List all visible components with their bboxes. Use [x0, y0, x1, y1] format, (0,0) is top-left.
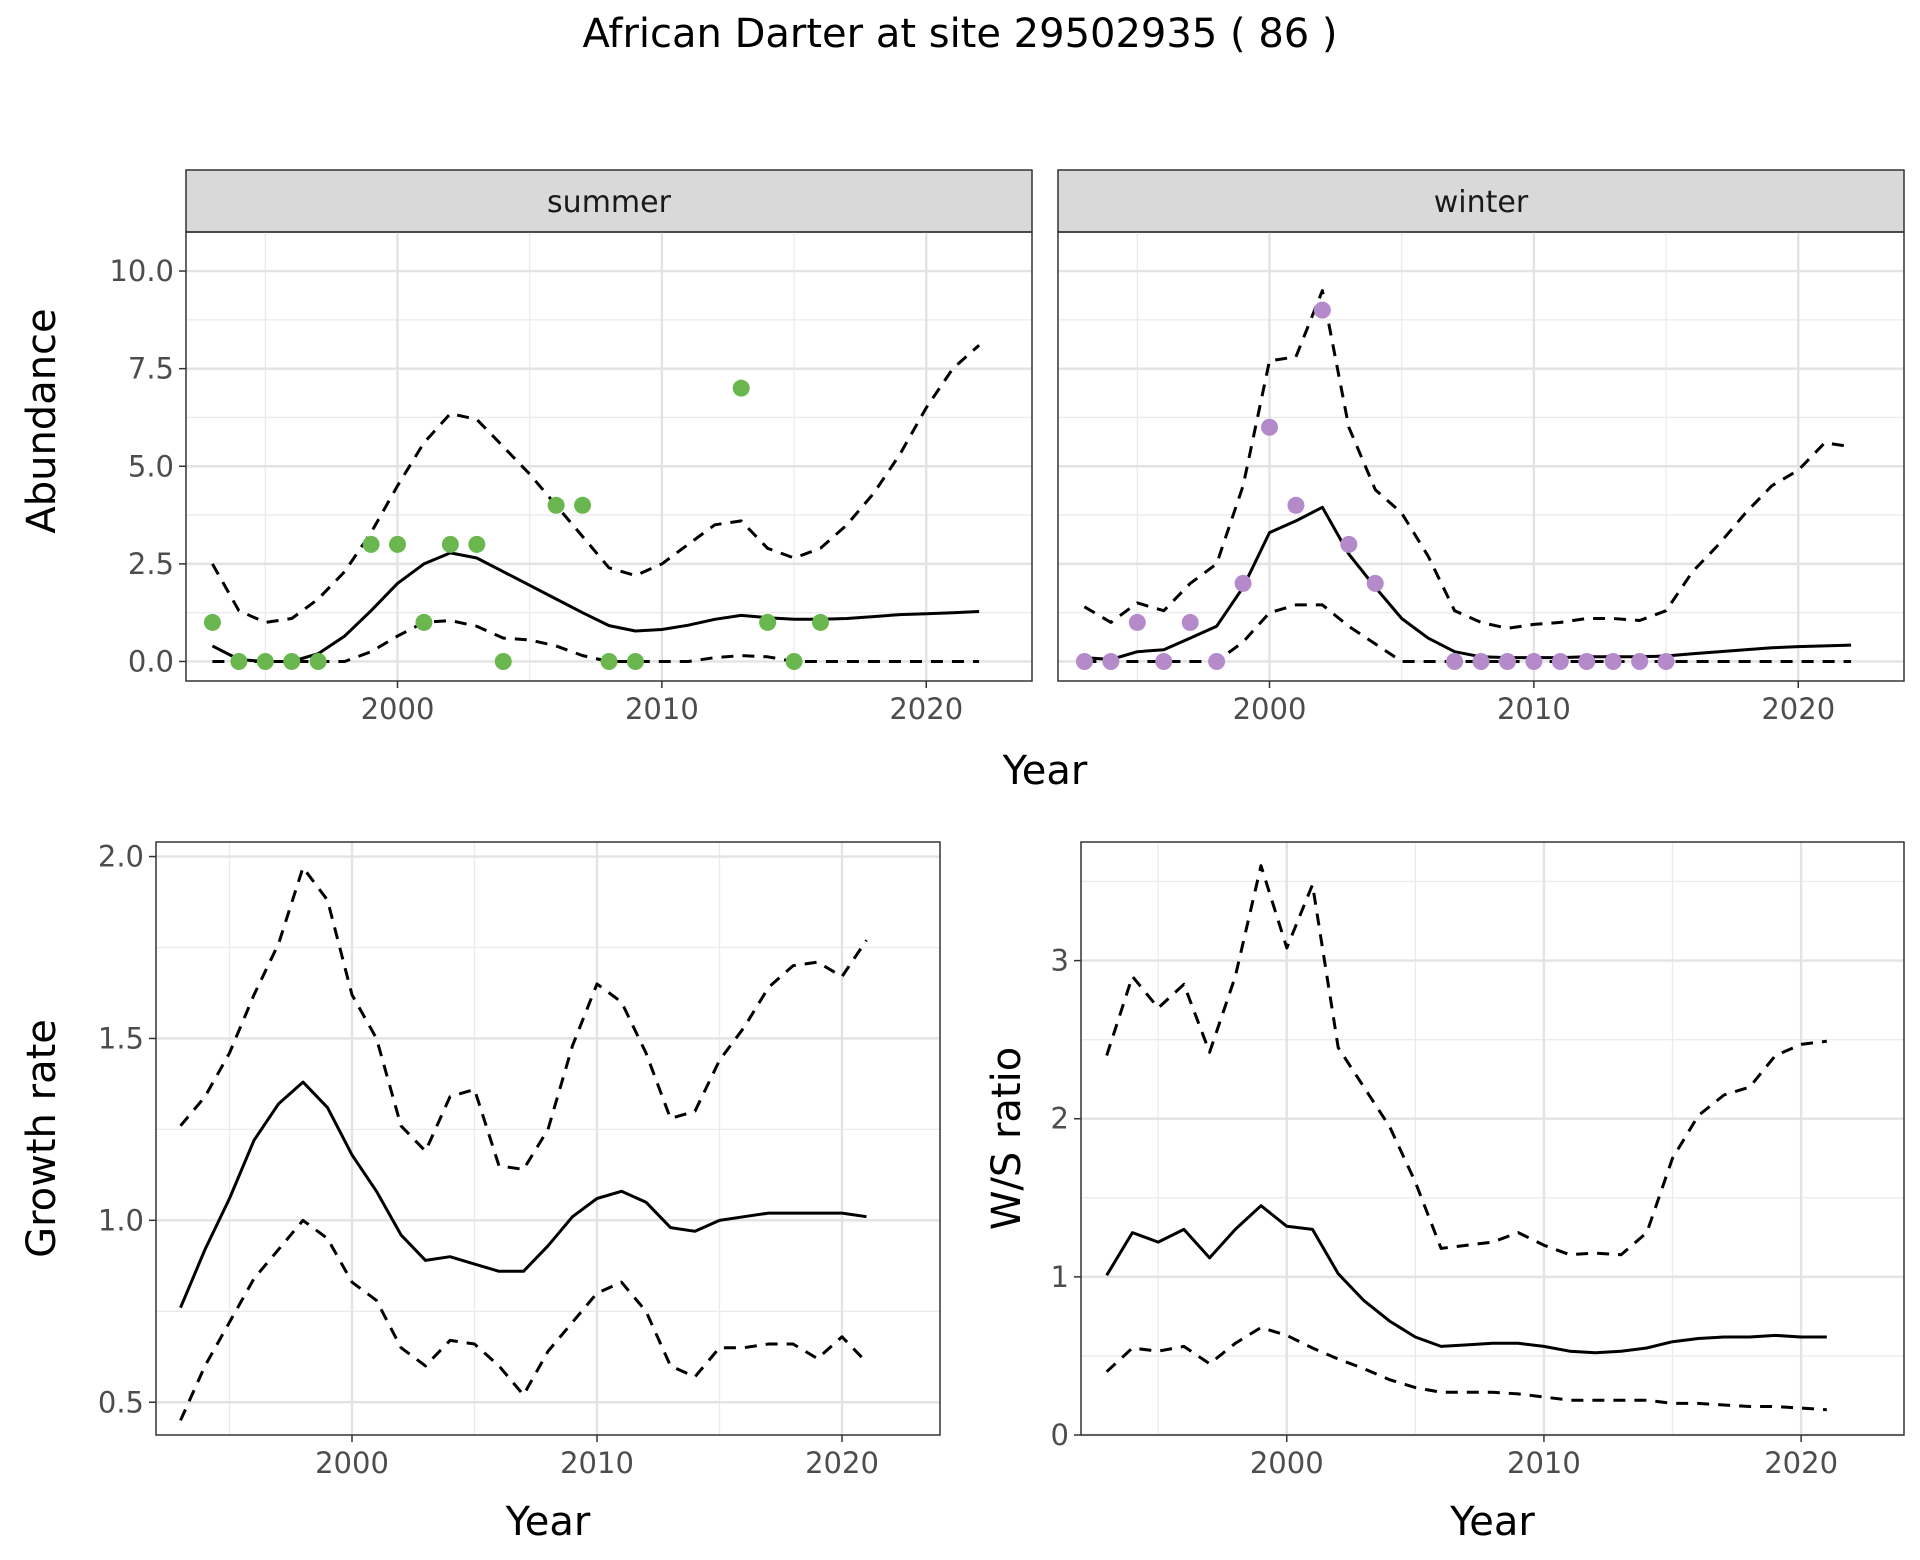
top-x-axis-title: Year	[1002, 748, 1088, 794]
facet-strip-label: summer	[547, 185, 672, 220]
y-tick-label: 7.5	[128, 352, 174, 386]
y-axis-title: W/S ratio	[984, 1047, 1030, 1230]
x-tick-label: 2020	[1761, 692, 1835, 726]
fit-line	[1105, 1204, 1827, 1355]
data-point	[309, 652, 327, 670]
x-tick-label: 2000	[361, 692, 435, 726]
data-point	[1102, 652, 1120, 670]
x-tick-label: 2000	[1233, 692, 1307, 726]
data-point	[468, 535, 486, 553]
y-tick-label: 0.5	[98, 1385, 144, 1419]
figure-title: African Darter at site 29502935 ( 86 )	[582, 11, 1337, 57]
data-point	[600, 652, 618, 670]
y-tick-label: 0.0	[128, 644, 174, 678]
data-point	[1340, 535, 1358, 553]
data-point	[1604, 652, 1622, 670]
data-point	[1208, 652, 1226, 670]
data-point	[1578, 652, 1596, 670]
y-tick-label: 2	[1051, 1102, 1069, 1136]
y-tick-label: 1.5	[98, 1021, 144, 1055]
x-tick-label: 2010	[560, 1446, 634, 1480]
data-point	[1472, 652, 1490, 670]
summer-abundance-panel: summer 2000 2010 2020 0.0 2.5 5.0 7.5 10.0	[109, 169, 1033, 726]
data-point	[1128, 613, 1146, 631]
data-point	[759, 613, 777, 631]
growth-rate-panel: 2000 2010 2020 0.5 1.0 1.5 2.0 Year Growth rate	[19, 840, 941, 1545]
x-tick-label: 2010	[625, 692, 699, 726]
x-tick-label: 2000	[1250, 1446, 1324, 1480]
y-tick-label: 0	[1051, 1418, 1069, 1452]
lower-bound-line	[179, 1218, 868, 1422]
data-point	[1657, 652, 1675, 670]
data-point	[1313, 301, 1331, 319]
data-point	[626, 652, 644, 670]
x-axis-title: Year	[505, 1499, 591, 1545]
data-point	[574, 496, 592, 514]
y-tick-label: 1.0	[98, 1203, 144, 1237]
lower-bound-line	[1105, 1326, 1827, 1412]
data-point	[230, 652, 248, 670]
data-point	[203, 613, 221, 631]
upper-bound-line	[1083, 289, 1852, 630]
x-tick-label: 2010	[1507, 1446, 1581, 1480]
fit-line	[1084, 505, 1852, 661]
fit-line	[211, 551, 980, 663]
x-tick-label: 2010	[1497, 692, 1571, 726]
data-point	[547, 496, 565, 514]
panel-border	[1080, 841, 1905, 1436]
data-point	[1234, 574, 1252, 592]
fit-line	[179, 1080, 867, 1309]
data-point	[1498, 652, 1516, 670]
upper-bound-line	[211, 344, 981, 624]
data-point	[362, 535, 380, 553]
data-point	[1155, 652, 1173, 670]
panel-border	[155, 841, 941, 1436]
winter-abundance-panel: winter 2000 2010 2020	[1057, 169, 1905, 726]
x-tick-label: 2020	[889, 692, 963, 726]
y-tick-label: 3	[1051, 944, 1069, 978]
lower-bound-line	[212, 619, 980, 663]
upper-bound-line	[1105, 864, 1827, 1257]
ws-ratio-panel: 2000 2010 2020 0 1 2 3 Year W/S ratio	[984, 841, 1905, 1545]
abundance-axis-title: Abundance	[19, 308, 65, 533]
data-point	[1551, 652, 1569, 670]
data-point	[1287, 496, 1305, 514]
data-point	[283, 652, 301, 670]
data-point	[1446, 652, 1464, 670]
upper-bound-line	[179, 866, 868, 1171]
panel-border	[185, 231, 1033, 682]
data-point	[1261, 418, 1278, 436]
x-axis-title: Year	[1449, 1499, 1535, 1545]
data-point	[1631, 652, 1649, 670]
y-tick-label: 10.0	[109, 254, 174, 288]
data-point	[732, 379, 750, 397]
x-tick-label: 2000	[315, 1446, 389, 1480]
data-point	[389, 535, 406, 553]
y-tick-label: 2.0	[98, 840, 144, 874]
y-tick-label: 5.0	[128, 449, 174, 483]
data-point	[812, 613, 829, 631]
data-point	[256, 652, 274, 670]
data-point	[441, 535, 459, 553]
data-point	[785, 652, 803, 670]
panel-border	[1057, 231, 1905, 682]
y-tick-label: 2.5	[128, 547, 174, 581]
facet-strip	[1057, 169, 1905, 233]
data-point	[1366, 574, 1384, 592]
data-point	[494, 652, 512, 670]
data-point	[415, 613, 433, 631]
y-axis-title: Growth rate	[19, 1019, 65, 1258]
data-point	[1075, 652, 1093, 670]
facet-strip	[185, 169, 1033, 233]
facet-strip-label: winter	[1434, 185, 1529, 220]
data-point	[1181, 613, 1199, 631]
data-point	[1525, 652, 1543, 670]
x-tick-label: 2020	[805, 1446, 879, 1480]
x-tick-label: 2020	[1764, 1446, 1838, 1480]
y-tick-label: 1	[1051, 1260, 1069, 1294]
